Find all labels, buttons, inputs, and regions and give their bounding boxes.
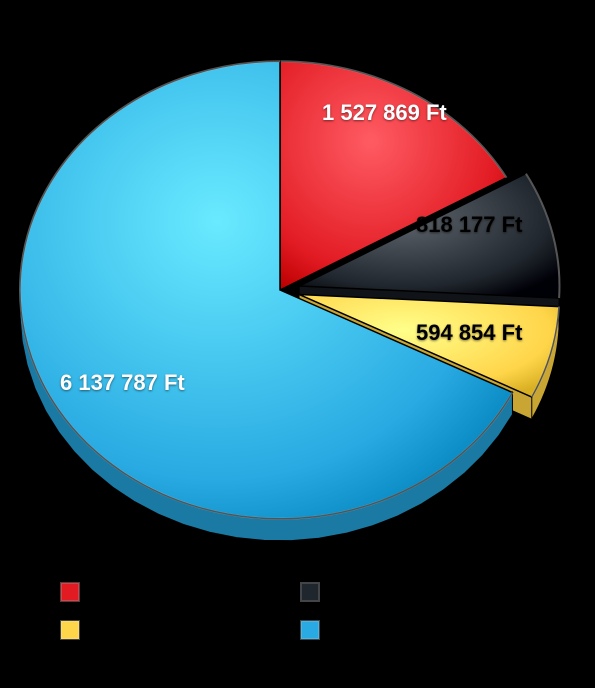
- legend-item-dark: [300, 582, 540, 602]
- legend-swatch-red: [60, 582, 80, 602]
- legend-item-yellow: [60, 620, 300, 640]
- legend-swatch-yellow: [60, 620, 80, 640]
- pie-chart-container: 1 527 869 Ft 818 177 Ft 594 854 Ft 6 137…: [0, 0, 595, 688]
- legend-item-blue: [300, 620, 540, 640]
- legend-swatch-dark: [300, 582, 320, 602]
- legend-item-red: [60, 582, 300, 602]
- legend-swatch-blue: [300, 620, 320, 640]
- legend: [60, 582, 540, 658]
